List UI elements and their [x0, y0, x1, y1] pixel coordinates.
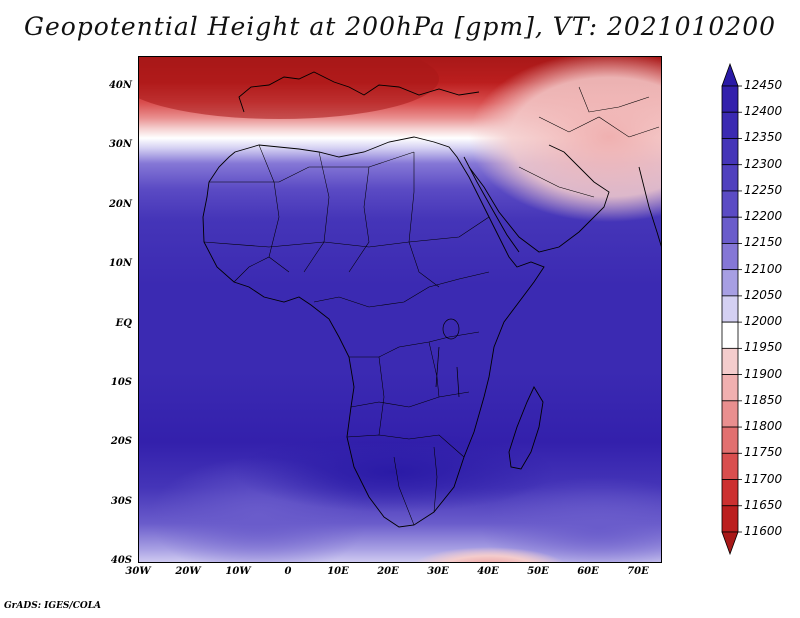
colorbar-segment	[721, 347, 739, 375]
colorbar-label: 12400	[744, 104, 783, 119]
europe-coastline	[238, 71, 480, 113]
colorbar-segment	[721, 269, 739, 297]
colorbar-segment	[721, 138, 739, 166]
lat-label-20s: 20S	[110, 436, 132, 447]
lon-label-40e: 40E	[477, 566, 499, 577]
southern-ocean-low	[413, 547, 565, 562]
page-title: Geopotential Height at 200hPa [gpm], VT:…	[23, 12, 777, 41]
lat-label-30s: 30S	[110, 496, 132, 507]
colorbar-label: 12350	[744, 130, 783, 145]
madagascar-coastline	[508, 386, 544, 470]
lat-label-10s: 10S	[110, 377, 132, 388]
india-coastline	[638, 166, 661, 247]
colorbar-label: 11900	[744, 366, 783, 381]
colorbar-label: 11700	[744, 471, 783, 486]
colorbar-segment	[721, 400, 739, 428]
colorbar-segment	[721, 295, 739, 323]
colorbar-bottom-arrow	[721, 531, 739, 556]
middle-east-ridge	[469, 57, 661, 222]
lat-label-10n: 10N	[108, 258, 132, 269]
colorbar-top-arrow	[721, 62, 739, 87]
colorbar-segment	[721, 479, 739, 507]
lakes	[435, 318, 460, 398]
colorbar-segment	[721, 190, 739, 218]
lon-label-20e: 20E	[377, 566, 399, 577]
lon-label-10e: 10E	[327, 566, 349, 577]
colorbar-label: 11950	[744, 340, 783, 355]
lon-label-50e: 50E	[527, 566, 549, 577]
mediterranean-trough	[139, 57, 439, 119]
geopotential-height-field	[139, 57, 661, 562]
colorbar-label: 12000	[744, 314, 783, 329]
colorbar-segment	[721, 505, 739, 533]
lon-label-30w: 30W	[125, 566, 151, 577]
arabia-coastline	[468, 144, 610, 253]
southern-africa-high	[234, 432, 554, 512]
colorbar-segment	[721, 426, 739, 454]
map-panel	[138, 56, 662, 563]
country-borders	[203, 86, 660, 526]
lat-label-eq: EQ	[115, 318, 132, 329]
footer-credit: GrADS: IGES/COLA	[4, 601, 102, 611]
lat-label-30n: 30N	[108, 139, 132, 150]
colorbar-segment	[721, 216, 739, 244]
colorbar-label: 12150	[744, 235, 783, 250]
colorbar-label: 12450	[744, 78, 783, 92]
lat-label-40n: 40N	[108, 80, 132, 91]
colorbar-segment	[721, 164, 739, 192]
colorbar-label: 12200	[744, 209, 783, 224]
indian-ocean-trough	[479, 477, 661, 562]
colorbar-label: 11750	[744, 445, 783, 460]
colorbar-label: 12050	[744, 287, 783, 302]
colorbar-segment	[721, 85, 739, 113]
lon-label-10w: 10W	[225, 566, 251, 577]
colorbar-label: 11800	[744, 419, 783, 434]
colorbar-label: 11600	[744, 524, 783, 538]
colorbar-segment	[721, 452, 739, 480]
lon-label-30e: 30E	[427, 566, 449, 577]
colorbar-segment	[721, 321, 739, 349]
colorbar-segment	[721, 111, 739, 139]
lon-label-70e: 70E	[627, 566, 649, 577]
colorbar-label: 12100	[744, 261, 783, 276]
red-sea-coastline	[463, 156, 520, 253]
colorbar-label: 12250	[744, 182, 783, 197]
colorbar-label: 12300	[744, 156, 783, 171]
colorbar-label: 11650	[744, 497, 783, 512]
lat-label-20n: 20N	[108, 199, 132, 210]
lon-label-0: 0	[284, 566, 292, 577]
lon-label-60e: 60E	[577, 566, 599, 577]
colorbar-segment	[721, 374, 739, 402]
lat-label-40s: 40S	[110, 555, 132, 566]
lon-label-20w: 20W	[175, 566, 201, 577]
colorbar-segment	[721, 243, 739, 271]
colorbar-label: 11850	[744, 392, 783, 407]
